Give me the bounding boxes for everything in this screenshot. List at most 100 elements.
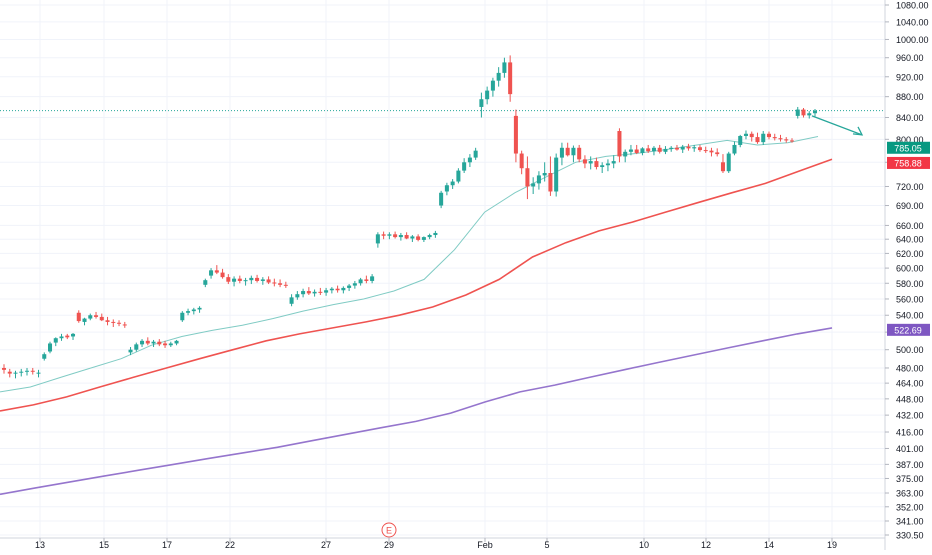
candle-up	[571, 147, 576, 156]
candle-down	[686, 146, 691, 149]
candle-up	[761, 133, 766, 143]
x-tick-label: 29	[384, 540, 394, 550]
y-tick-label: 720.00	[896, 182, 924, 192]
candle-up	[410, 236, 415, 239]
candle-down	[657, 147, 662, 152]
candle-up	[640, 148, 645, 153]
candle-up	[197, 307, 202, 310]
y-tick-label: 690.00	[896, 201, 924, 211]
candle-up	[203, 280, 208, 285]
y-tick-label: 480.00	[896, 363, 924, 373]
candle-down	[703, 150, 708, 152]
candle-down	[720, 162, 725, 172]
candle-up	[180, 312, 185, 321]
candle-down	[122, 324, 127, 326]
x-tick-label: 27	[321, 540, 331, 550]
candle-up	[444, 185, 449, 192]
candle-up	[24, 370, 30, 372]
y-tick-label: 341.00	[896, 517, 924, 527]
candle-up	[375, 234, 380, 244]
candle-up	[174, 340, 179, 344]
arrow-head	[852, 126, 864, 136]
candle-up	[289, 297, 294, 304]
candle-up	[496, 72, 501, 81]
candle-up	[232, 278, 237, 282]
y-tick-label: 560.00	[896, 294, 924, 304]
candle-down	[94, 315, 99, 317]
candle-up	[48, 343, 53, 352]
earnings-event-marker: E	[381, 522, 397, 538]
candle-up	[134, 344, 139, 350]
candle-up	[13, 372, 18, 374]
price-label-text: 758.88	[894, 158, 922, 168]
candle-down	[801, 109, 806, 116]
price-label-box	[887, 323, 930, 336]
candle-down	[594, 161, 599, 168]
candle-up	[559, 147, 564, 158]
candle-down	[306, 291, 311, 294]
x-tick-label: 15	[99, 540, 109, 550]
price-label-box	[887, 156, 930, 169]
y-tick-label: 580.00	[896, 279, 924, 289]
candle-up	[301, 291, 306, 295]
candle-up	[726, 153, 731, 172]
candle-up	[479, 99, 484, 107]
y-tick-label: 1080.00	[896, 1, 929, 11]
y-tick-label: 800.00	[896, 135, 924, 145]
x-tick-label: 19	[827, 540, 837, 550]
x-tick-label: 14	[764, 540, 774, 550]
candle-down	[617, 131, 622, 157]
candle-up	[209, 270, 214, 276]
price-axis: 1080.00 1040.00 1000.00 960.00 920.00 880.00 8…	[885, 1, 929, 541]
candle-down	[749, 133, 754, 138]
candle-down	[1, 367, 7, 370]
candle-up	[324, 290, 329, 293]
candle-up	[600, 165, 605, 168]
candle-up	[473, 150, 478, 158]
forecast-arrow	[811, 115, 864, 136]
y-tick-label: 640.00	[896, 235, 924, 245]
candle-down	[7, 371, 12, 374]
candle-up	[168, 343, 173, 346]
candle-up	[663, 148, 668, 152]
candle-up	[186, 311, 191, 313]
candle-down	[513, 115, 518, 154]
candle-up	[341, 287, 346, 291]
candle-up	[88, 315, 93, 319]
candle-up	[502, 62, 507, 73]
candle-up	[490, 80, 495, 91]
candle-up	[554, 157, 559, 192]
event-marker-label: E	[386, 526, 392, 536]
candle-up	[387, 234, 392, 236]
candle-down	[565, 147, 570, 156]
candle-down	[335, 288, 340, 291]
candle-down	[697, 147, 702, 151]
y-tick-label: 416.00	[896, 428, 924, 438]
candle-down	[237, 278, 242, 281]
candle-down	[404, 235, 409, 239]
y-tick-label: 387.00	[896, 460, 924, 470]
candle-down	[157, 341, 162, 345]
candle-up	[191, 309, 196, 312]
candle-up	[795, 109, 800, 116]
candle-down	[577, 147, 582, 160]
candle-up	[370, 276, 375, 281]
y-tick-label: 375.00	[896, 474, 924, 484]
candle-up	[243, 280, 248, 282]
candle-up	[329, 288, 334, 291]
y-tick-label: 401.00	[896, 444, 924, 454]
candle-up	[743, 133, 748, 136]
candles	[1, 55, 818, 379]
candle-up	[812, 110, 818, 114]
x-tick-label: Feb	[477, 540, 493, 550]
candle-down	[634, 149, 639, 153]
candle-up	[140, 340, 145, 345]
candle-up	[352, 283, 357, 286]
candle-up	[128, 349, 133, 353]
candle-down	[145, 340, 150, 344]
candle-up	[467, 157, 472, 163]
candle-up	[456, 170, 461, 182]
candle-up	[738, 135, 743, 145]
